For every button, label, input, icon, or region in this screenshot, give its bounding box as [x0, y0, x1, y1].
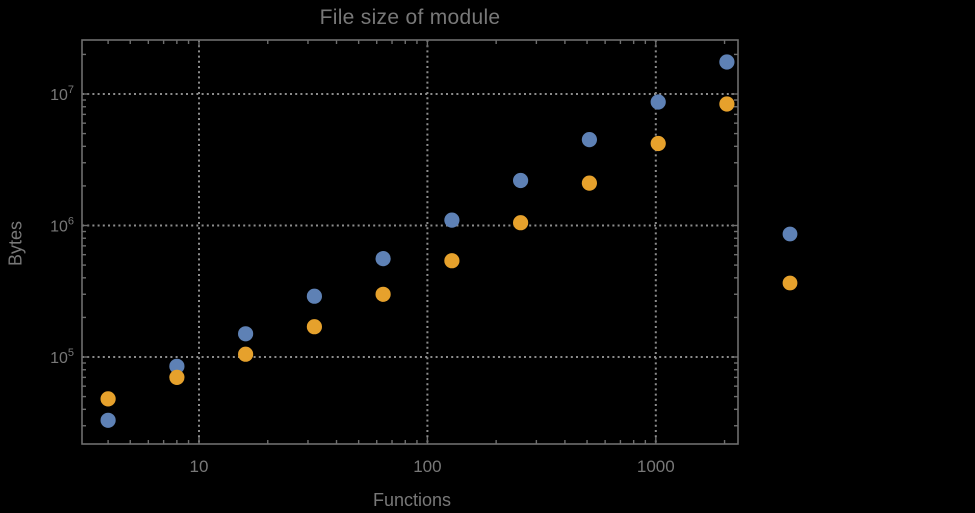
x-tick-label: 1000: [637, 457, 675, 476]
x-axis-label: Functions: [372, 490, 452, 510]
legend-marker: [782, 226, 798, 242]
y-tick-label: 106: [50, 216, 74, 236]
data-point-orange-series: [650, 135, 666, 152]
data-point-blue-series: [375, 251, 391, 267]
data-point-blue-series: [581, 132, 598, 148]
data-point-blue-series: [650, 94, 666, 110]
x-tick-label: 10: [190, 457, 209, 476]
data-point-blue-series: [238, 326, 254, 342]
x-tick-label: 100: [413, 457, 441, 476]
data-point-blue-series: [100, 412, 116, 428]
chart-title: File size of module: [319, 6, 501, 29]
data-point-orange-series: [375, 286, 391, 302]
data-point-orange-series: [238, 346, 254, 362]
y-tick-label: 107: [50, 84, 74, 104]
data-point-orange-series: [169, 369, 185, 385]
data-point-orange-series: [444, 253, 460, 269]
plot-frame: [81, 39, 739, 445]
legend-marker: [782, 275, 798, 291]
data-point-blue-series: [719, 54, 735, 70]
data-point-orange-series: [306, 319, 322, 335]
data-point-blue-series: [306, 288, 322, 304]
data-point-orange-series: [513, 215, 529, 231]
data-point-orange-series: [100, 391, 116, 407]
data-point-orange-series: [719, 96, 735, 112]
y-axis-label: Bytes: [5, 220, 26, 267]
data-point-blue-series: [513, 172, 529, 189]
y-tick-label: 105: [50, 347, 74, 367]
data-point-orange-series: [581, 175, 598, 191]
data-point-blue-series: [444, 212, 460, 228]
data-point-blue-series: [169, 358, 185, 374]
